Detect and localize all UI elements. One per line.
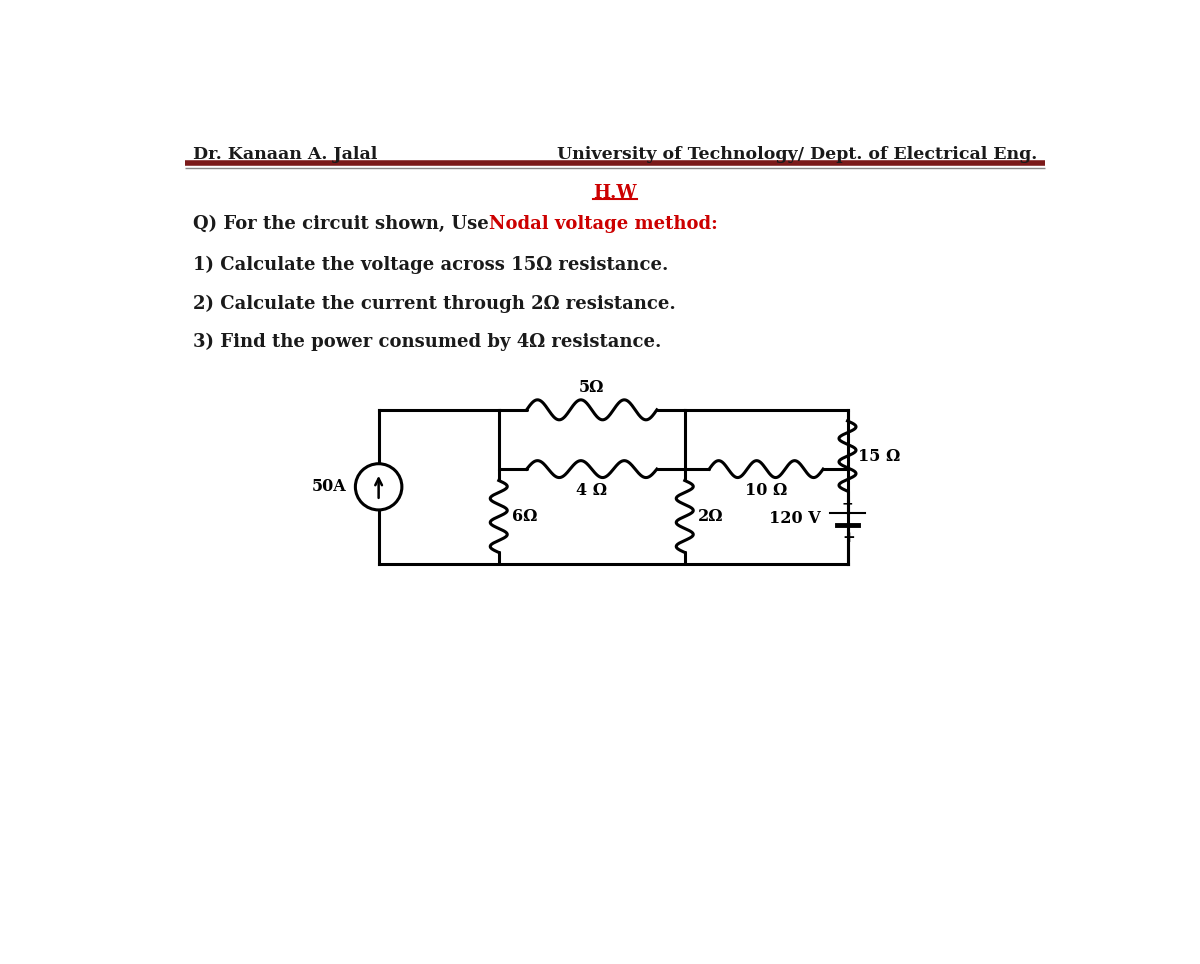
Text: +: +	[842, 531, 856, 545]
Text: Dr. Kanaan A. Jalal: Dr. Kanaan A. Jalal	[193, 146, 377, 163]
Text: Nodal voltage method:: Nodal voltage method:	[490, 215, 718, 233]
Text: 1) Calculate the voltage across 15Ω resistance.: 1) Calculate the voltage across 15Ω resi…	[193, 255, 668, 274]
Text: Q) For the circuit shown, Use: Q) For the circuit shown, Use	[193, 215, 494, 233]
Text: 6Ω: 6Ω	[512, 508, 538, 525]
Text: 3) Find the power consumed by 4Ω resistance.: 3) Find the power consumed by 4Ω resista…	[193, 333, 661, 351]
Text: 50A: 50A	[311, 478, 346, 495]
Text: 120 V: 120 V	[769, 510, 821, 527]
Text: 5Ω: 5Ω	[580, 379, 605, 396]
Text: H.W: H.W	[593, 184, 637, 202]
Text: 2Ω: 2Ω	[698, 508, 724, 525]
Text: 2) Calculate the current through 2Ω resistance.: 2) Calculate the current through 2Ω resi…	[193, 294, 676, 312]
Text: 4 Ω: 4 Ω	[576, 482, 607, 499]
Text: 15 Ω: 15 Ω	[858, 447, 901, 465]
Text: University of Technology/ Dept. of Electrical Eng.: University of Technology/ Dept. of Elect…	[557, 146, 1037, 163]
Text: −: −	[841, 496, 853, 511]
Text: 10 Ω: 10 Ω	[745, 482, 787, 499]
